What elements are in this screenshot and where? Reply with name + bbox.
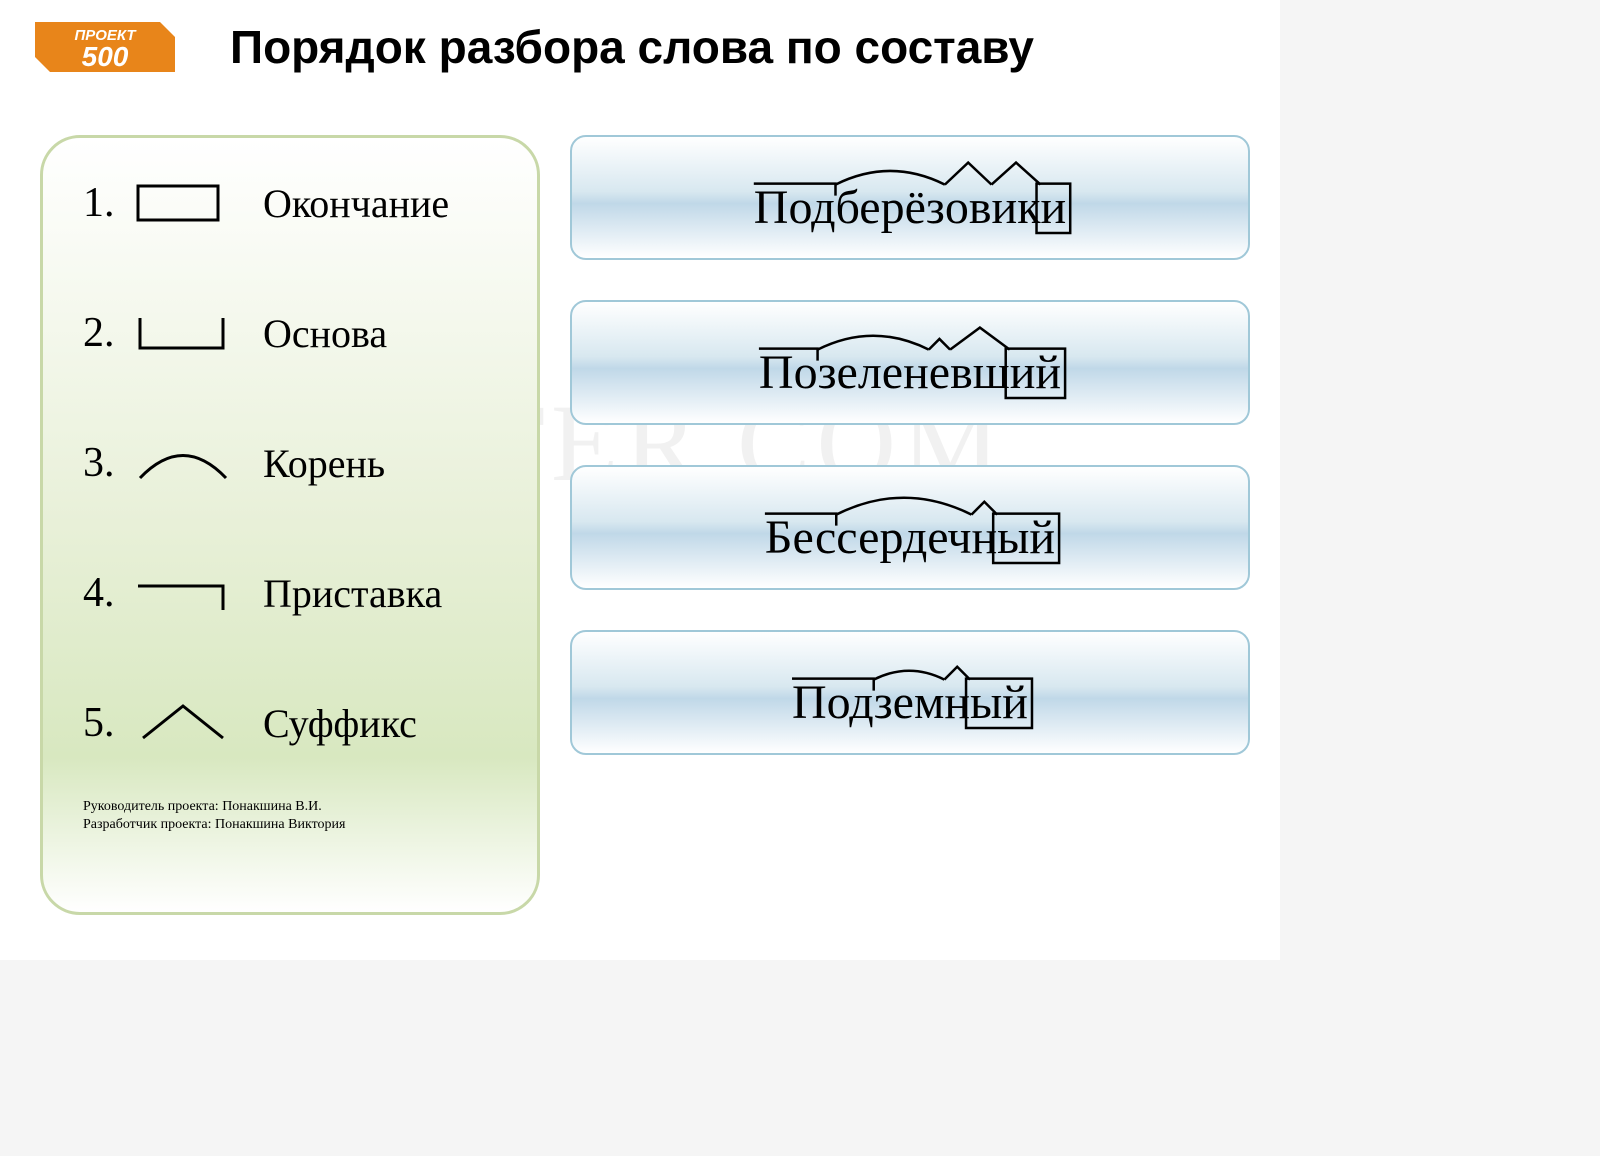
legend-item-root: 3. Корень xyxy=(83,428,507,498)
word-card: Позеленевший xyxy=(570,300,1250,425)
root-icon xyxy=(123,433,243,493)
legend-item-base: 2. Основа xyxy=(83,298,507,368)
word-card: Подберёзовики xyxy=(570,135,1250,260)
legend-num: 1. xyxy=(83,179,123,227)
base-icon xyxy=(123,303,243,363)
examples-column: Подберёзовики Позеленевший Бессердечный Под… xyxy=(570,135,1250,795)
legend-panel: 1. Окончание 2. Основа 3. Корень 4. Прис… xyxy=(40,135,540,915)
credit-line-1: Руководитель проекта: Понакшина В.И. xyxy=(83,798,507,816)
word-card: Бессердечный xyxy=(570,465,1250,590)
svg-text:500: 500 xyxy=(82,41,129,72)
svg-text:Позеленевший: Позеленевший xyxy=(759,346,1061,399)
legend-item-ending: 1. Окончание xyxy=(83,168,507,238)
word-card: Подземный xyxy=(570,630,1250,755)
prefix-icon xyxy=(123,563,243,623)
page-title: Порядок разбора слова по составу xyxy=(230,20,1034,74)
slide: ПРОЕКТ 500 Порядок разбора слова по сост… xyxy=(0,0,1280,960)
credit-line-2: Разработчик проекта: Понакшина Виктория xyxy=(83,816,507,834)
svg-text:Бессердечный: Бессердечный xyxy=(765,511,1055,564)
suffix-icon xyxy=(123,693,243,753)
legend-label: Основа xyxy=(263,310,387,357)
legend-num: 4. xyxy=(83,569,123,617)
legend-num: 2. xyxy=(83,309,123,357)
legend-label: Суффикс xyxy=(263,700,417,747)
legend-label: Окончание xyxy=(263,180,449,227)
legend-item-suffix: 5. Суффикс xyxy=(83,688,507,758)
credits: Руководитель проекта: Понакшина В.И. Раз… xyxy=(83,798,507,834)
legend-num: 3. xyxy=(83,439,123,487)
legend-label: Корень xyxy=(263,440,385,487)
svg-text:Подберёзовики: Подберёзовики xyxy=(754,181,1066,234)
ending-icon xyxy=(123,173,243,233)
legend-item-prefix: 4. Приставка xyxy=(83,558,507,628)
legend-num: 5. xyxy=(83,699,123,747)
legend-label: Приставка xyxy=(263,570,442,617)
svg-text:Подземный: Подземный xyxy=(792,676,1028,729)
logo: ПРОЕКТ 500 xyxy=(30,12,180,82)
